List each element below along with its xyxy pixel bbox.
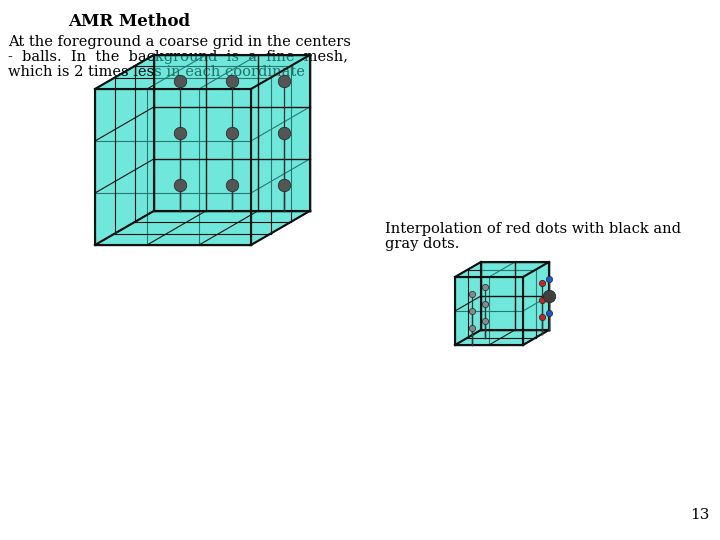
Polygon shape [481,262,549,330]
Text: -  balls.  In  the  background  is  a  fine  mesh,: - balls. In the background is a fine mes… [8,50,348,64]
Polygon shape [455,262,481,345]
Polygon shape [455,262,549,277]
Text: AMR Method: AMR Method [68,13,190,30]
Polygon shape [523,262,549,345]
Polygon shape [154,55,310,211]
Polygon shape [95,211,310,245]
Text: Interpolation of red dots with black and: Interpolation of red dots with black and [385,222,681,236]
Polygon shape [95,89,251,245]
Polygon shape [455,277,523,345]
Polygon shape [251,55,310,245]
Polygon shape [455,330,549,345]
Text: 13: 13 [690,508,710,522]
Polygon shape [95,55,310,89]
Text: gray dots.: gray dots. [385,237,459,251]
Text: which is 2 times less in each coordinate: which is 2 times less in each coordinate [8,65,305,79]
Polygon shape [95,55,154,245]
Text: At the foreground a coarse grid in the centers: At the foreground a coarse grid in the c… [8,35,351,49]
